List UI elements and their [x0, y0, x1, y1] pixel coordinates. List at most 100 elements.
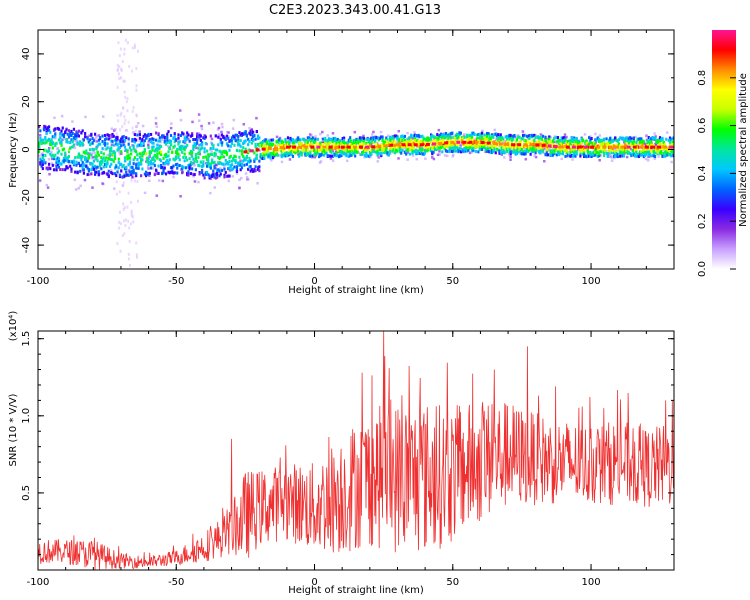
spectrogram-cell — [286, 142, 290, 146]
spectrogram-cell — [295, 146, 298, 150]
spectrogram-cell — [222, 162, 225, 166]
spectrogram-cell — [159, 166, 163, 170]
spectrogram-cell — [495, 147, 499, 151]
spectrogram-cell — [124, 118, 127, 122]
spectrogram-cell — [217, 133, 221, 136]
spectrogram-cell — [663, 150, 667, 154]
spectrogram-cell — [402, 141, 405, 145]
spectrogram-cell — [622, 149, 626, 153]
spectrogram-cell — [427, 138, 430, 142]
spectrogram-peak — [261, 147, 266, 151]
spectrogram-cell — [191, 154, 194, 158]
spectrogram-cell — [326, 139, 329, 143]
spectrogram-cell — [169, 166, 173, 170]
spectrogram-cell — [70, 169, 73, 173]
spectrogram-cell — [551, 144, 555, 148]
spectrogram-cell — [406, 158, 409, 161]
spectrogram-peak — [419, 143, 424, 147]
spectrogram-cell — [132, 171, 135, 175]
spectrogram-cell — [330, 137, 333, 141]
spectrogram-cell — [202, 173, 205, 177]
spectrogram-cell — [85, 160, 88, 164]
spectrogram-cell — [626, 138, 629, 142]
spectrogram-cell — [615, 151, 618, 155]
spectrogram-cell — [345, 159, 349, 163]
spectrogram-cell — [538, 139, 541, 143]
spectrogram-cell — [85, 157, 88, 161]
spectrogram-cell — [192, 173, 195, 177]
spectrogram-cell — [230, 141, 234, 145]
spectrogram-cell — [238, 186, 241, 190]
spectrogram-cell — [255, 156, 258, 160]
spectrogram-cell — [454, 136, 458, 140]
spectrogram-cell — [196, 141, 199, 145]
spectrogram-cell — [243, 156, 246, 160]
spectrogram-cell — [223, 136, 226, 140]
spectrogram-y-tick-label: 0 — [21, 146, 32, 152]
spectrogram-peak — [644, 145, 649, 149]
spectrogram-cell — [163, 139, 166, 143]
spectrogram-cell — [123, 174, 127, 178]
spectrogram-cell — [331, 137, 334, 141]
colorbar: 0.00.20.40.60.8 Normalized spectral ampl… — [697, 30, 749, 277]
spectrogram-cell — [197, 152, 200, 156]
spectrogram-cell — [561, 149, 565, 153]
spectrogram-cell — [654, 135, 657, 138]
spectrogram-cell — [501, 141, 504, 144]
spectrogram-cell — [54, 132, 57, 136]
spectrogram-cell — [344, 141, 347, 145]
spectrogram-peak — [577, 145, 582, 149]
spectrogram-cell — [38, 125, 41, 129]
spectrogram-cell — [454, 133, 458, 137]
spectrogram-cell — [433, 139, 436, 143]
spectrogram-cell — [126, 109, 129, 113]
spectrogram-cell — [239, 163, 242, 167]
snr-y-tick-label: 0.5 — [21, 485, 32, 501]
spectrogram-cell — [565, 141, 568, 145]
spectrogram-cell — [64, 155, 67, 159]
spectrogram-cell — [261, 151, 265, 155]
spectrogram-cell — [265, 138, 269, 142]
spectrogram-cell — [259, 143, 262, 147]
spectrogram-cell — [56, 156, 59, 160]
spectrogram-cell — [469, 137, 472, 141]
spectrogram-cell — [52, 155, 56, 159]
spectrogram-cell — [415, 138, 418, 142]
spectrogram-cell — [375, 148, 378, 152]
spectrogram-cell — [411, 149, 414, 153]
colorbar-tick-label: 0.0 — [697, 261, 708, 277]
spectrogram-cell — [147, 143, 150, 147]
spectrogram-cell — [555, 135, 558, 139]
spectrogram-cell — [197, 155, 200, 159]
spectrogram-cell — [351, 149, 354, 153]
spectrogram-cell — [239, 168, 242, 172]
spectrogram-cell — [105, 137, 108, 141]
spectrogram-cell — [295, 148, 298, 152]
spectrogram-peak — [389, 143, 394, 147]
spectrogram-cell — [42, 127, 46, 131]
spectrogram-cell — [41, 154, 44, 158]
spectrogram-cell — [523, 133, 526, 137]
spectrogram-cell — [311, 136, 314, 140]
spectrogram-cell — [441, 136, 444, 140]
spectrogram-cell — [219, 137, 222, 141]
spectrogram-cell — [526, 138, 530, 141]
spectrogram-cell — [250, 137, 253, 141]
spectrogram-cell — [97, 153, 100, 157]
spectrogram-cell — [317, 155, 321, 159]
spectrogram-cell — [326, 154, 329, 158]
spectrogram-cell — [398, 148, 402, 152]
spectrogram-cell — [218, 149, 221, 153]
spectrogram-cell — [421, 152, 424, 156]
spectrogram-cell — [118, 152, 122, 156]
spectrogram-cell — [91, 162, 94, 166]
spectrogram-cell — [588, 142, 591, 146]
spectrogram-cell — [433, 135, 436, 139]
spectrogram-cell — [650, 140, 653, 144]
spectrogram-cell — [607, 142, 611, 146]
spectrogram-cell — [66, 140, 69, 144]
spectrogram-cell — [49, 139, 52, 143]
spectrogram-cell — [337, 150, 340, 154]
spectrogram-cell — [215, 175, 219, 179]
spectrogram-cell — [648, 153, 652, 157]
